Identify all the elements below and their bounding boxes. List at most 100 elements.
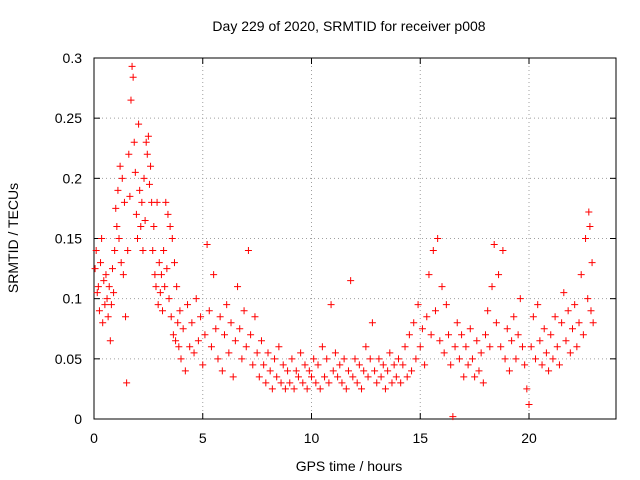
data-point	[373, 379, 381, 387]
data-point	[106, 337, 114, 345]
data-point	[405, 331, 413, 339]
data-point	[440, 349, 448, 357]
data-point	[379, 361, 387, 369]
tick-layer: 0 0.05 0.1 0.15 0.2 0.25 0.3 0 5 10 15 20	[55, 50, 616, 446]
data-point	[129, 73, 137, 81]
x-tick-label: 5	[199, 430, 207, 446]
data-point	[98, 235, 106, 242]
data-point	[512, 355, 520, 363]
data-point	[292, 367, 300, 375]
data-point	[318, 343, 326, 351]
data-point	[161, 283, 169, 291]
data-point	[418, 325, 426, 333]
data-point	[549, 355, 557, 363]
data-point	[186, 343, 194, 351]
data-point	[344, 367, 352, 375]
data-point	[451, 343, 459, 351]
data-point	[225, 349, 233, 357]
data-point	[114, 186, 122, 194]
data-point	[181, 367, 189, 375]
data-point	[368, 319, 376, 327]
data-point	[201, 331, 209, 339]
data-point	[323, 355, 331, 363]
data-point	[172, 337, 180, 345]
data-point	[130, 138, 138, 146]
data-point	[203, 241, 211, 249]
data-point	[490, 241, 498, 249]
data-point	[238, 355, 246, 363]
data-point	[134, 235, 141, 242]
data-point	[423, 313, 431, 321]
data-point	[297, 349, 305, 357]
data-point	[401, 343, 409, 351]
data-point	[477, 349, 485, 357]
data-point	[188, 319, 196, 327]
data-point	[218, 367, 226, 375]
data-point	[334, 373, 342, 381]
data-point	[386, 349, 394, 357]
data-point	[104, 313, 112, 321]
data-point	[484, 307, 492, 315]
data-point	[227, 319, 235, 327]
y-tick-label: 0.1	[63, 291, 83, 307]
data-point	[336, 361, 344, 369]
data-point	[540, 325, 548, 333]
data-point	[349, 373, 357, 381]
data-point	[421, 361, 429, 369]
data-point	[143, 150, 151, 158]
data-point	[155, 259, 163, 267]
data-point	[141, 216, 149, 224]
data-point	[168, 235, 176, 242]
data-point	[362, 343, 370, 351]
data-point	[488, 283, 496, 291]
data-point	[216, 313, 224, 321]
data-point	[162, 198, 170, 206]
data-point	[377, 373, 385, 381]
data-point	[495, 271, 503, 279]
data-point	[128, 62, 136, 70]
data-point	[381, 385, 389, 393]
data-point	[584, 295, 592, 303]
data-point	[284, 367, 292, 375]
x-tick-label: 0	[90, 430, 98, 446]
data-point	[100, 277, 108, 285]
data-point	[508, 337, 516, 345]
data-point	[92, 247, 100, 255]
data-point	[555, 361, 563, 369]
data-point	[560, 289, 568, 297]
y-tick-label: 0.2	[63, 170, 83, 186]
data-point	[174, 319, 182, 327]
data-point	[199, 361, 207, 369]
data-point	[99, 319, 107, 327]
data-point	[473, 337, 481, 345]
data-point	[131, 168, 139, 176]
data-point	[427, 331, 435, 339]
data-point	[157, 271, 165, 279]
data-point	[521, 361, 529, 369]
data-point	[412, 355, 420, 363]
data-point	[108, 265, 116, 273]
data-point	[194, 337, 202, 345]
data-point	[111, 247, 119, 255]
data-point	[125, 150, 133, 158]
data-point	[527, 343, 535, 351]
data-point	[305, 367, 313, 375]
data-point	[366, 355, 374, 363]
data-point	[164, 210, 172, 218]
data-point	[210, 271, 218, 279]
data-point	[499, 247, 507, 255]
data-point	[207, 343, 215, 351]
y-tick-label: 0.05	[55, 351, 82, 367]
data-point	[327, 301, 335, 309]
data-point	[102, 271, 110, 279]
data-point	[94, 283, 102, 291]
data-point	[120, 198, 128, 206]
x-tick-label: 20	[521, 430, 537, 446]
data-point	[310, 355, 318, 363]
data-point	[408, 367, 416, 375]
data-point	[329, 367, 337, 375]
data-point	[268, 385, 276, 393]
y-tick-label: 0	[74, 411, 82, 427]
data-point	[331, 349, 339, 357]
